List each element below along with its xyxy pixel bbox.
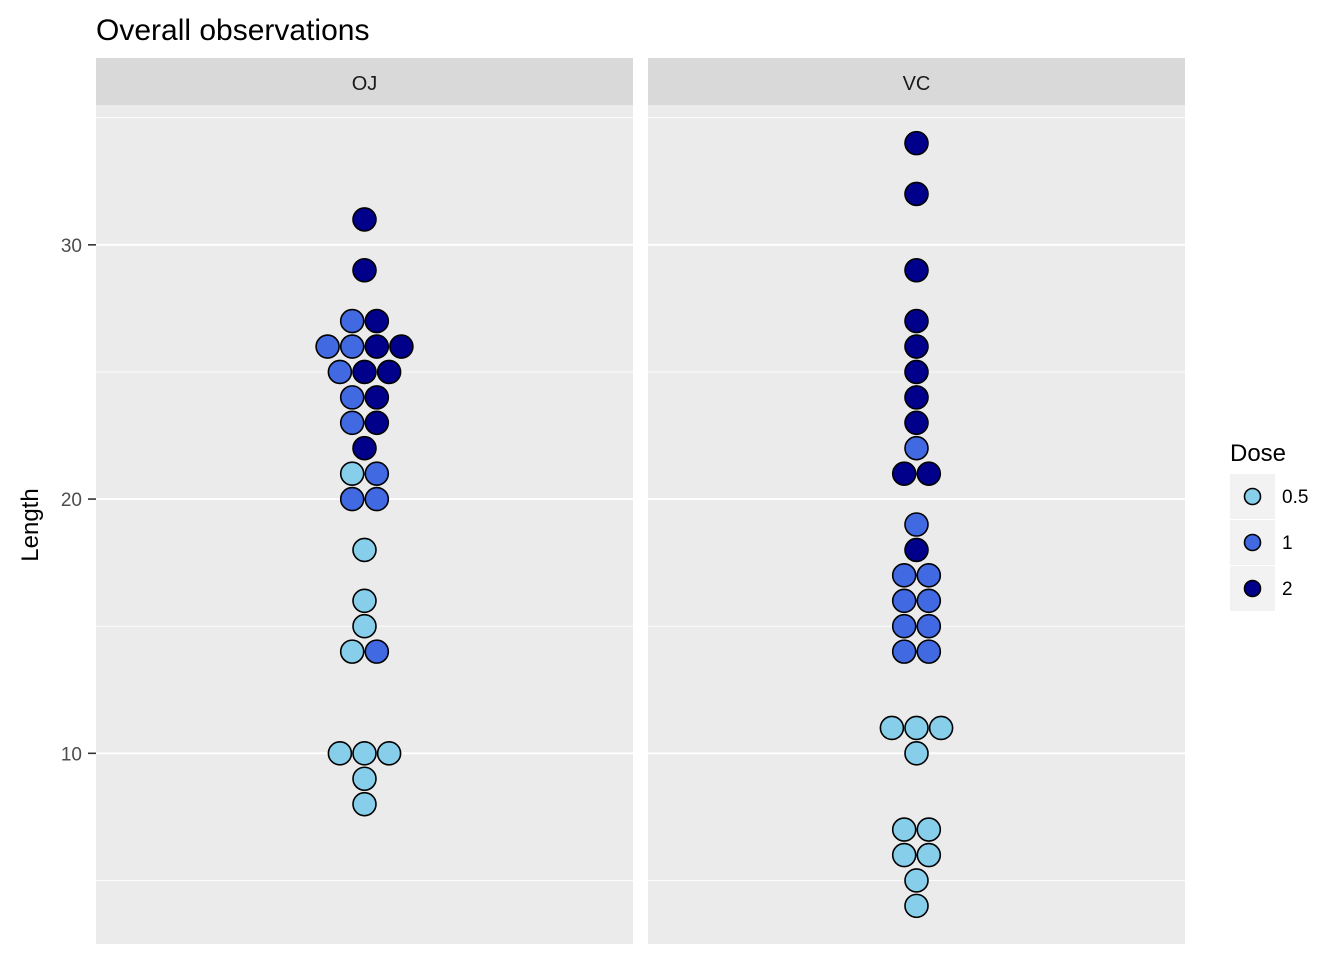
dot-point <box>916 588 942 614</box>
dot-point <box>904 308 929 334</box>
legend: Dose 0.5 1 2 <box>1230 440 1308 611</box>
dot-point <box>891 842 917 868</box>
dot-point <box>904 181 929 207</box>
legend-title: Dose <box>1230 440 1286 467</box>
dot-point <box>891 563 917 588</box>
dot-point <box>352 257 377 283</box>
dot-point <box>376 359 402 385</box>
dot-point <box>364 385 390 410</box>
legend-swatch <box>1243 579 1262 598</box>
legend-item-1: 1 <box>1230 520 1293 565</box>
dot-point <box>339 385 365 410</box>
y-tick-label: 10 <box>61 744 82 765</box>
dot-point <box>364 308 390 334</box>
dot-point <box>904 537 929 563</box>
dot-point <box>904 715 929 741</box>
dot-point <box>904 359 929 385</box>
dot-point <box>891 588 917 614</box>
dot-point <box>904 334 929 359</box>
dot-point <box>891 817 917 842</box>
dot-point <box>904 741 929 766</box>
dot-point <box>352 359 377 385</box>
legend-swatch <box>1243 533 1262 552</box>
dot-point <box>339 410 365 436</box>
dot-point <box>352 207 377 232</box>
dot-point <box>891 613 917 639</box>
dot-point <box>352 613 377 639</box>
facet-strip <box>648 58 1185 105</box>
dot-point <box>916 563 942 588</box>
legend-label: 1 <box>1282 533 1293 554</box>
dot-point <box>352 791 377 817</box>
dot-point <box>389 334 414 359</box>
legend-item-0.5: 0.5 <box>1230 474 1308 519</box>
dot-point <box>916 842 942 868</box>
legend-swatch <box>1243 487 1262 506</box>
legend-item-2: 2 <box>1230 566 1293 611</box>
dot-point <box>327 359 353 385</box>
dot-point <box>352 435 377 461</box>
dot-point <box>352 537 377 563</box>
dot-point <box>879 715 905 741</box>
dot-point <box>315 334 340 359</box>
facet-label-vc: VC <box>903 73 931 95</box>
facet-strip <box>96 58 633 105</box>
dot-point <box>904 512 929 537</box>
dot-point <box>376 741 402 766</box>
dot-point <box>339 639 365 664</box>
dot-point <box>364 461 390 486</box>
panel-oj: OJ <box>96 58 633 944</box>
facet-label-oj: OJ <box>352 73 378 95</box>
dot-point <box>916 461 942 486</box>
legend-label: 2 <box>1282 579 1293 600</box>
dot-point <box>364 486 390 512</box>
dot-point <box>904 435 929 461</box>
dot-point <box>339 486 365 512</box>
y-tick-label: 30 <box>61 236 82 257</box>
dot-point <box>364 410 390 436</box>
y-tick-label: 20 <box>61 490 82 511</box>
dot-point <box>364 639 390 664</box>
dot-point <box>339 334 365 359</box>
dot-point <box>904 868 929 893</box>
dot-point <box>904 410 929 436</box>
dot-point <box>928 715 954 741</box>
dot-point <box>339 461 365 486</box>
dot-point <box>916 817 942 842</box>
chart-title: Overall observations <box>96 14 369 47</box>
y-axis-title: Length <box>17 488 44 561</box>
panel-vc: VC <box>648 58 1185 944</box>
dot-point <box>904 130 929 156</box>
dot-point <box>327 741 353 766</box>
dot-point <box>339 308 365 334</box>
dot-point <box>904 385 929 410</box>
dot-point <box>891 461 917 486</box>
dot-point <box>904 893 929 919</box>
legend-label: 0.5 <box>1282 487 1308 508</box>
dot-point <box>916 639 942 664</box>
dot-point <box>352 588 377 614</box>
dot-point <box>352 766 377 792</box>
dot-point <box>891 639 917 664</box>
dot-point <box>916 613 942 639</box>
dot-point <box>364 334 390 359</box>
dot-point <box>352 741 377 766</box>
dot-point <box>904 257 929 283</box>
